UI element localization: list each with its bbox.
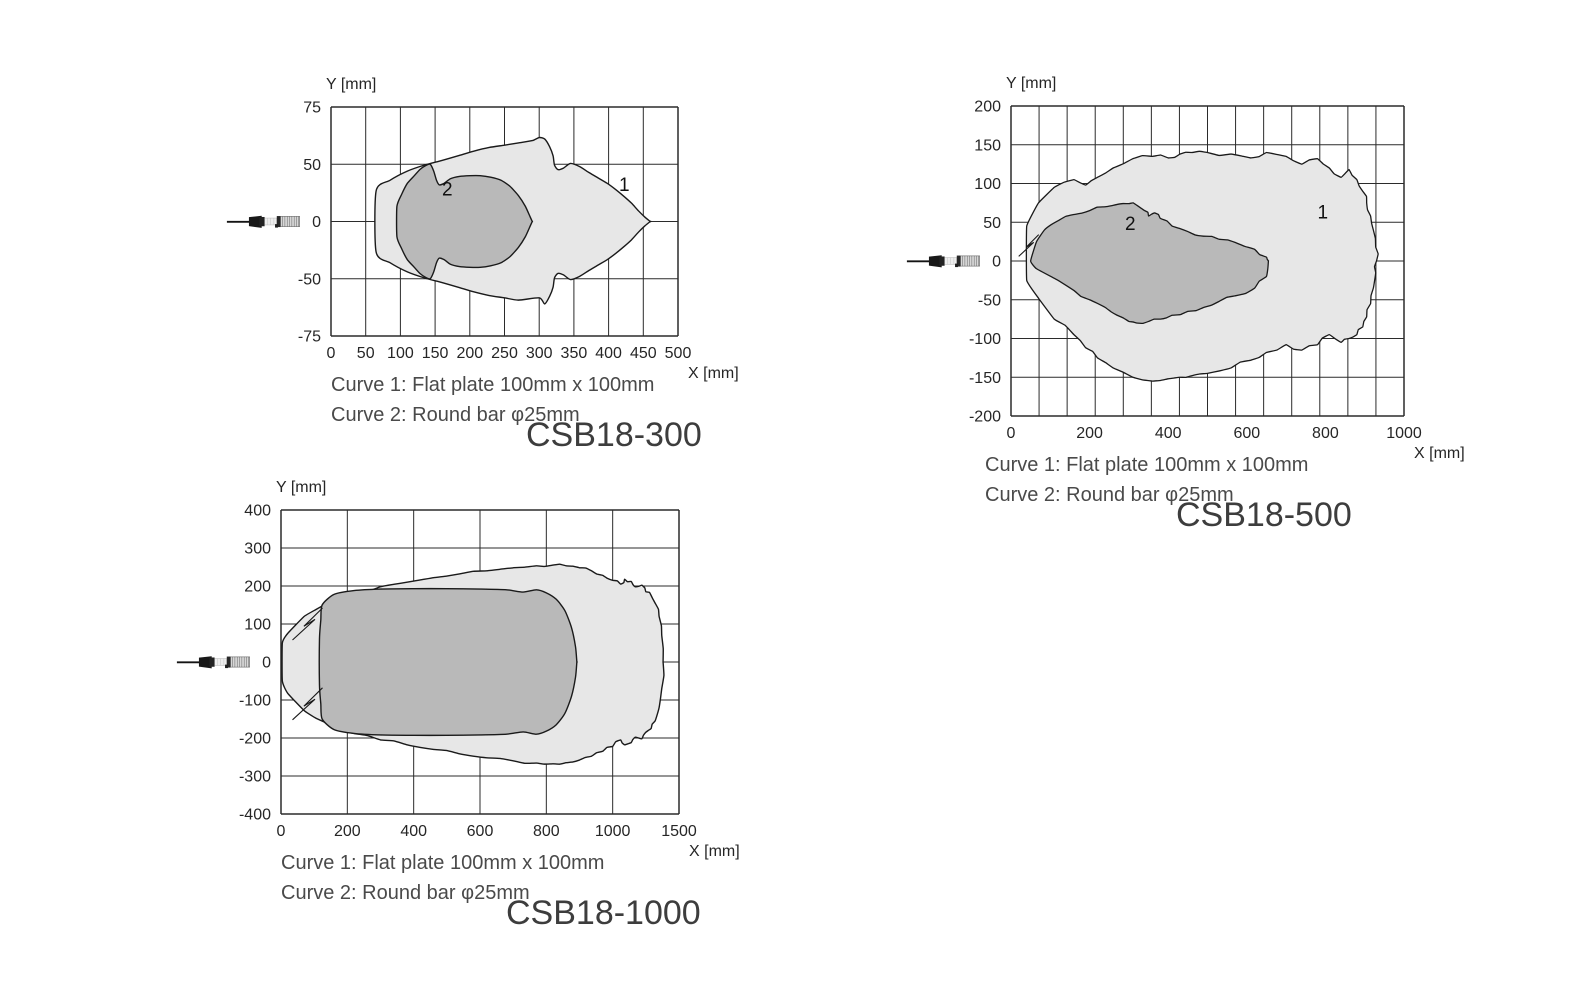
- svg-text:Y [mm]: Y [mm]: [276, 479, 326, 496]
- svg-text:600: 600: [467, 823, 494, 840]
- svg-text:-100: -100: [239, 693, 271, 710]
- svg-text:400: 400: [400, 823, 427, 840]
- svg-text:200: 200: [244, 579, 271, 596]
- svg-text:800: 800: [533, 823, 560, 840]
- svg-text:-200: -200: [239, 731, 271, 748]
- svg-text:X [mm]: X [mm]: [689, 843, 740, 860]
- svg-text:400: 400: [244, 503, 271, 520]
- svg-text:1000: 1000: [595, 823, 631, 840]
- svg-text:1500: 1500: [661, 823, 697, 840]
- svg-text:0: 0: [262, 655, 271, 672]
- svg-text:-400: -400: [239, 807, 271, 824]
- svg-text:300: 300: [244, 541, 271, 558]
- svg-text:0: 0: [277, 823, 286, 840]
- svg-text:200: 200: [334, 823, 361, 840]
- svg-text:-300: -300: [239, 769, 271, 786]
- svg-text:100: 100: [244, 617, 271, 634]
